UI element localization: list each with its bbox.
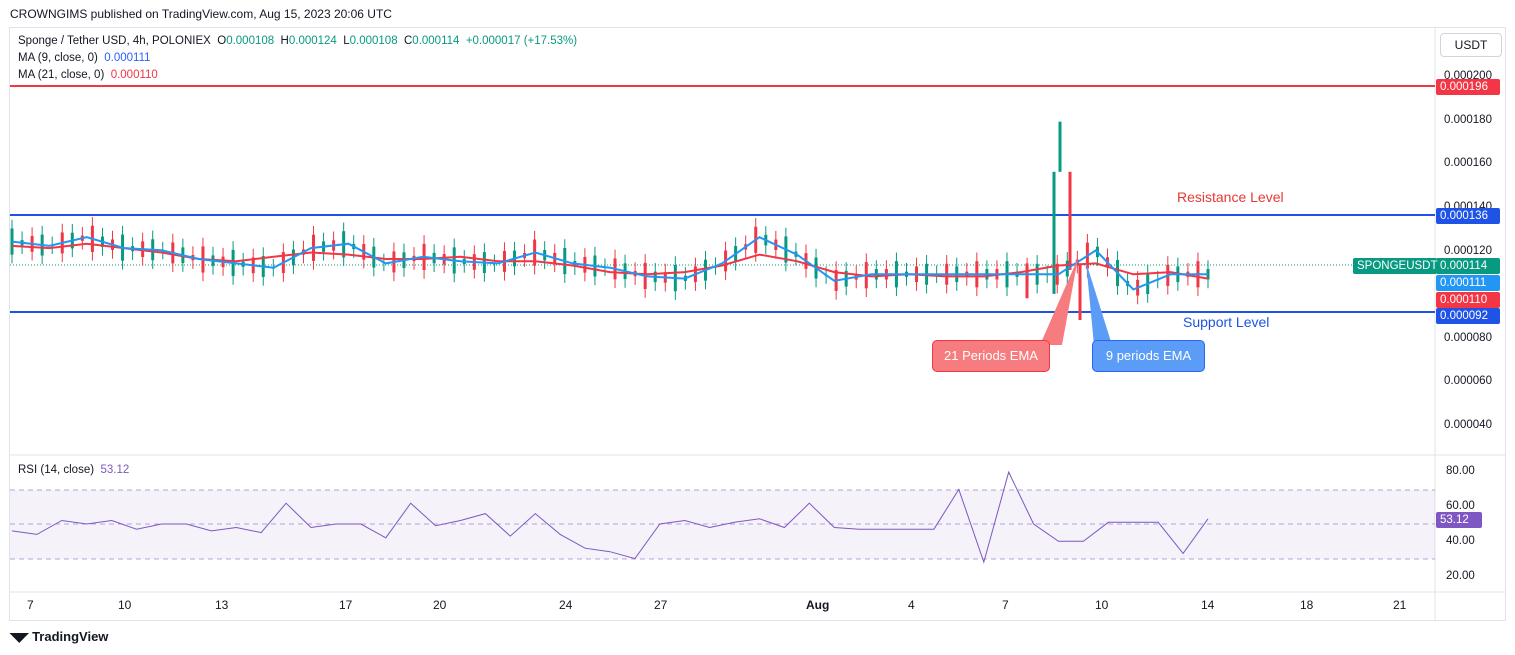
high-label: H xyxy=(280,35,289,47)
rsi-value: 53.12 xyxy=(100,464,130,476)
symbol-badge: SPONGEUSDT xyxy=(1353,258,1438,274)
ema21-callout: 21 Periods EMA xyxy=(932,340,1050,372)
date-tick: 7 xyxy=(27,598,34,612)
symbol-legend: Sponge / Tether USD, 4h, POLONIEX O0.000… xyxy=(18,35,577,47)
date-tick: 4 xyxy=(908,598,915,612)
publisher-note: CROWNGIMS published on TradingView.com, … xyxy=(10,7,392,21)
low-value: 0.000108 xyxy=(349,35,398,47)
candles-group xyxy=(10,121,1210,321)
ma9-legend[interactable]: MA (9, close, 0) 0.000111 xyxy=(18,52,151,64)
last-price-tag: 0.000114 xyxy=(1436,258,1500,274)
open-value: 0.000108 xyxy=(226,35,275,47)
ma9-value: 0.000111 xyxy=(104,52,151,64)
ema9-pointer xyxy=(1086,262,1112,345)
date-tick: 14 xyxy=(1201,598,1215,612)
resistance-annotation: Resistance Level xyxy=(1177,189,1284,205)
ma21-tag: 0.000110 xyxy=(1436,292,1500,308)
date-tick: 13 xyxy=(215,598,229,612)
ema21-pointer xyxy=(1040,258,1078,345)
high-value: 0.000124 xyxy=(288,35,337,47)
support-tag: 0.000092 xyxy=(1436,308,1500,324)
date-tick: 27 xyxy=(654,598,668,612)
rsi-tag: 53.12 xyxy=(1436,512,1482,528)
rsi-tick: 60.00 xyxy=(1446,500,1475,512)
ma21-legend[interactable]: MA (21, close, 0) 0.000110 xyxy=(18,69,158,81)
rsi-line xyxy=(11,470,1209,564)
date-tick: 10 xyxy=(1095,598,1109,612)
price-tick: 0.000180 xyxy=(1444,114,1492,126)
rsi-tick: 40.00 xyxy=(1446,535,1475,547)
candle-body xyxy=(1025,263,1029,299)
symbol-title: Sponge / Tether USD, 4h, POLONIEX xyxy=(18,35,211,47)
date-tick: 18 xyxy=(1300,598,1314,612)
close-value: 0.000114 xyxy=(412,35,460,47)
tradingview-logo[interactable]: ◥◤ TradingView xyxy=(10,629,109,644)
rsi-label: RSI (14, close) xyxy=(18,464,95,476)
price-tick: 0.000160 xyxy=(1444,157,1492,169)
candle-body xyxy=(1078,263,1082,321)
close-label: C xyxy=(403,35,413,47)
ma9-label: MA (9, close, 0) xyxy=(18,52,98,64)
rsi-tick: 20.00 xyxy=(1446,570,1475,582)
low-label: L xyxy=(343,35,350,47)
candle-body xyxy=(1052,171,1056,294)
support-annotation: Support Level xyxy=(1183,314,1270,330)
currency-button[interactable]: USDT xyxy=(1440,33,1502,57)
date-tick: 7 xyxy=(1002,598,1009,612)
date-tick: 21 xyxy=(1393,598,1407,612)
date-tick: 17 xyxy=(339,598,353,612)
ma9-tag: 0.000111 xyxy=(1436,275,1500,291)
ma9-line xyxy=(11,236,1208,291)
candle-body xyxy=(1058,121,1062,172)
date-tick: 20 xyxy=(433,598,447,612)
change-value: +0.000017 (+17.53%) xyxy=(465,35,578,47)
rsi-legend[interactable]: RSI (14, close) 53.12 xyxy=(18,464,129,476)
date-tick: Aug xyxy=(806,598,830,612)
ema9-callout: 9 periods EMA xyxy=(1092,340,1205,372)
open-label: O xyxy=(217,35,227,47)
candle-body xyxy=(10,228,14,255)
price-tick: 0.000060 xyxy=(1444,375,1492,387)
date-tick: 10 xyxy=(118,598,132,612)
resistance-red-tag: 0.000196 xyxy=(1436,79,1500,95)
price-tick: 0.000120 xyxy=(1444,245,1492,257)
tradingview-logo-icon: ◥◤ xyxy=(10,630,29,644)
candle-body xyxy=(1068,171,1072,270)
ma21-label: MA (21, close, 0) xyxy=(18,69,105,81)
ma21-value: 0.000110 xyxy=(110,69,158,81)
price-tick: 0.000080 xyxy=(1444,332,1492,344)
date-tick: 24 xyxy=(559,598,573,612)
rsi-tick: 80.00 xyxy=(1446,465,1475,477)
resistance-tag: 0.000136 xyxy=(1436,208,1500,224)
chart-frame xyxy=(9,27,1506,621)
price-tick: 0.000040 xyxy=(1444,419,1492,431)
